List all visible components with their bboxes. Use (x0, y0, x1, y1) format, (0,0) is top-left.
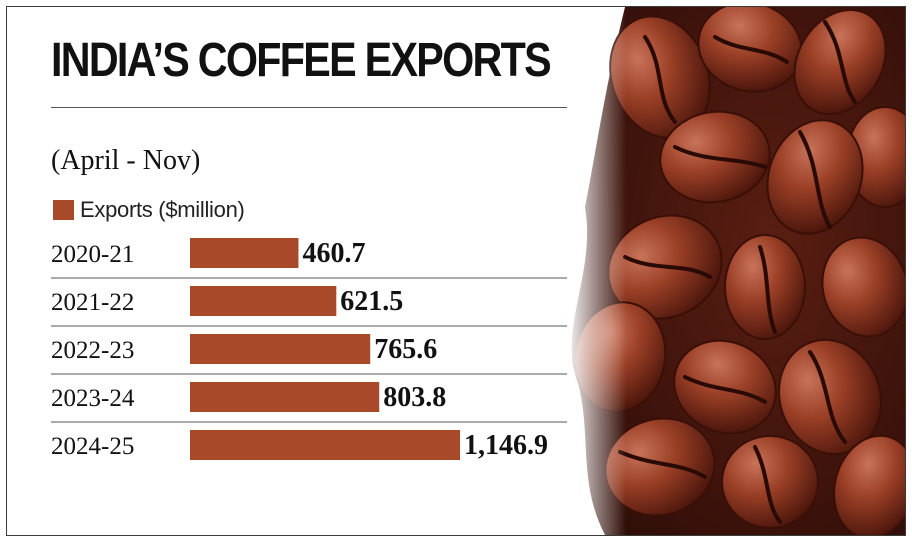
category-label: 2020-21 (51, 241, 134, 268)
legend-label: Exports ($million) (80, 197, 245, 222)
title-divider (51, 107, 567, 108)
value-label: 1,146.9 (464, 430, 548, 461)
category-label: 2022-23 (51, 337, 134, 364)
value-label: 460.7 (302, 238, 365, 269)
category-label: 2024-25 (51, 433, 134, 460)
chart-title: INDIA’S COFFEE EXPORTS (51, 34, 552, 87)
infographic-frame: INDIA’S COFFEE EXPORTS (April - Nov) Exp… (6, 6, 906, 536)
value-label: 765.6 (374, 334, 437, 365)
bar-chart: 2020-21 460.7 2021-22 621.5 2022-23 765.6 2023… (51, 238, 567, 461)
category-label: 2023-24 (51, 385, 135, 412)
chart-subtitle: (April - Nov) (51, 145, 201, 176)
bar (190, 334, 371, 364)
category-label: 2021-22 (51, 289, 134, 316)
bar (190, 286, 337, 316)
value-label: 803.8 (383, 382, 446, 413)
legend-swatch (53, 200, 74, 220)
value-label: 621.5 (340, 286, 403, 317)
bar (190, 430, 460, 460)
coffee-beans-image (565, 7, 905, 535)
bar (190, 238, 299, 268)
bar (190, 382, 380, 412)
legend: Exports ($million) (53, 197, 245, 223)
